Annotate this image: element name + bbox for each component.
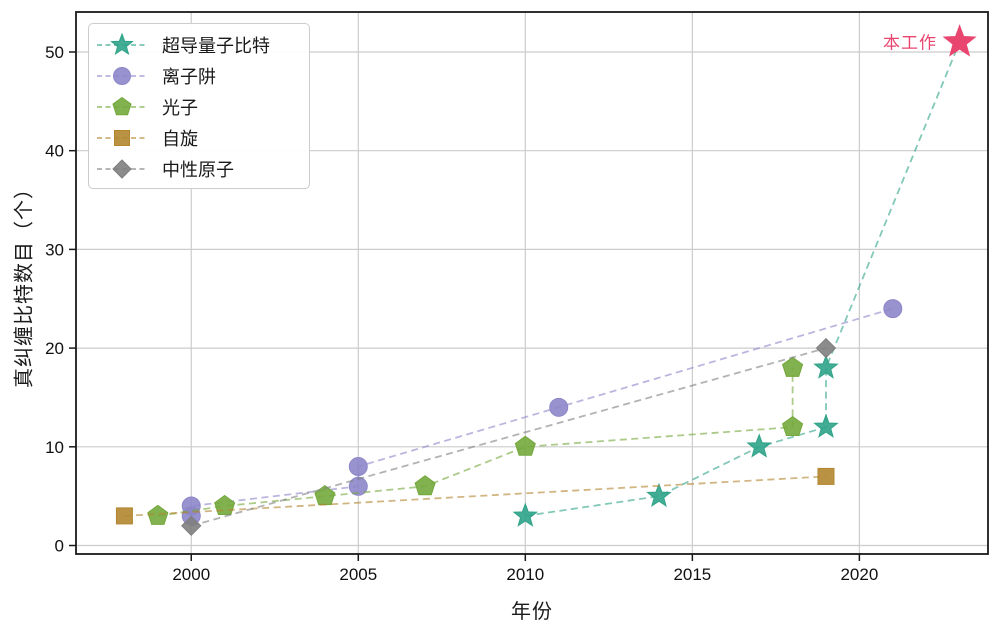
legend-item-superconducting-qubits: 超导量子比特 <box>95 29 309 60</box>
star-marker-icon <box>95 32 149 58</box>
pentagon-marker-icon <box>95 94 149 120</box>
circle-marker-icon <box>95 63 149 89</box>
legend-item-label: 中性原子 <box>162 159 234 180</box>
legend-item-label: 自旋 <box>162 128 198 149</box>
x-axis-label: 年份 <box>511 601 553 623</box>
legend-item-spin: 自旋 <box>95 122 309 153</box>
y-tick-label: 30 <box>45 240 64 259</box>
x-tick-label: 2010 <box>506 565 544 584</box>
series-1 <box>181 299 903 526</box>
x-tick-label: 2015 <box>673 565 711 584</box>
legend-item-photon: 光子 <box>95 91 309 122</box>
plot-border <box>75 11 989 555</box>
legend: 超导量子比特 离子阱 光子 自旋 中性原子 <box>88 23 310 189</box>
legend-item-ion-trap: 离子阱 <box>95 60 309 91</box>
x-tick-label: 2005 <box>339 565 377 584</box>
series-0 <box>512 41 961 527</box>
series-4 <box>181 337 837 536</box>
annotation-star <box>942 24 977 57</box>
diamond-marker-icon <box>95 156 149 182</box>
x-tick-label: 2020 <box>840 565 878 584</box>
y-tick-label: 50 <box>45 43 64 62</box>
y-tick-label: 40 <box>45 142 64 161</box>
legend-item-label: 光子 <box>162 97 198 118</box>
legend-item-neutral-atom: 中性原子 <box>95 153 309 184</box>
y-tick-label: 0 <box>55 537 64 556</box>
square-marker-icon <box>95 125 149 151</box>
annotation-this-work: 本工作 <box>883 33 937 53</box>
x-tick-label: 2000 <box>172 565 210 584</box>
series-3 <box>115 467 835 525</box>
y-tick-label: 10 <box>45 438 64 457</box>
legend-item-label: 离子阱 <box>162 66 216 87</box>
y-tick-label: 20 <box>45 339 64 358</box>
axis-ticks: 2000 2005 2010 2015 2020 0 10 20 30 40 50 <box>45 43 878 584</box>
y-axis-label: 真纠缠比特数目（个） <box>13 178 36 388</box>
legend-item-label: 超导量子比特 <box>162 35 270 56</box>
